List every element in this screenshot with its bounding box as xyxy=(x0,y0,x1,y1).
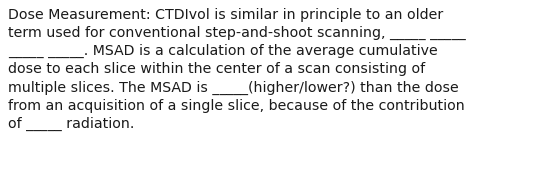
Text: Dose Measurement: CTDIvol is similar in principle to an older
term used for conv: Dose Measurement: CTDIvol is similar in … xyxy=(8,8,466,131)
